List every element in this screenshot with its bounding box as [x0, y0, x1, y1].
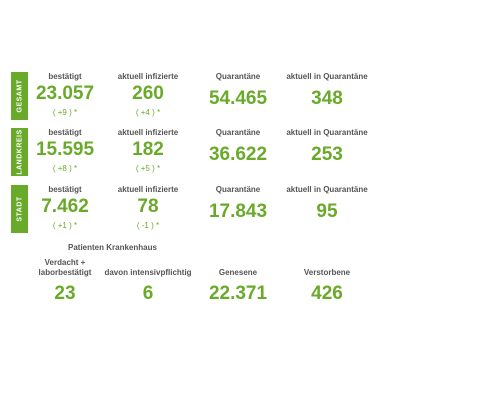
- stat-value: 182: [132, 139, 164, 160]
- stat-value: 6: [142, 283, 154, 304]
- stat-value: 23: [54, 283, 76, 304]
- stat-change: ( +8 ) *: [52, 164, 78, 173]
- stat-label: Verstorbene: [303, 268, 351, 277]
- hospital-title: Patienten Krankenhaus: [68, 243, 157, 252]
- stat-change: ( +9 ) *: [52, 108, 78, 117]
- stat-label: aktuell in Quarantäne: [286, 185, 368, 194]
- stat-value: 23.057: [35, 83, 95, 104]
- section-tab: LANDKREIS: [11, 128, 28, 176]
- stat-label: aktuell in Quarantäne: [286, 72, 368, 81]
- stat-value: 17.843: [208, 201, 268, 222]
- stat-value: 260: [132, 83, 164, 104]
- stat-label: bestätigt: [48, 185, 82, 194]
- stat-label: laborbestätigt: [38, 268, 92, 277]
- stat-label: Quarantäne: [215, 185, 261, 194]
- stat-value: 95: [316, 201, 338, 222]
- stat-value: 78: [137, 196, 159, 217]
- stat-value: 7.462: [41, 196, 89, 217]
- stat-change: ( +5 ) *: [135, 164, 161, 173]
- section-tab: STADT: [11, 185, 28, 233]
- stat-value: 36.622: [208, 144, 268, 165]
- stat-value: 22.371: [208, 283, 268, 304]
- stat-value: 15.595: [35, 139, 95, 160]
- stat-label: Genesene: [218, 268, 258, 277]
- stat-label: aktuell infizierte: [117, 72, 179, 81]
- stat-label: aktuell infizierte: [117, 185, 179, 194]
- stat-change: ( +1 ) *: [52, 221, 78, 230]
- stat-value: 426: [311, 283, 343, 304]
- stat-label: aktuell infizierte: [117, 128, 179, 137]
- section-tab: GESAMT: [11, 72, 28, 120]
- stat-value: 348: [311, 88, 343, 109]
- stat-label: aktuell in Quarantäne: [286, 128, 368, 137]
- stat-label: bestätigt: [48, 128, 82, 137]
- stat-change: ( -1 ) *: [136, 221, 160, 230]
- stat-label: Quarantäne: [215, 72, 261, 81]
- stat-label: Quarantäne: [215, 128, 261, 137]
- stat-change: ( +4 ) *: [135, 108, 161, 117]
- stat-label: bestätigt: [48, 72, 82, 81]
- stat-label: davon intensivpflichtig: [104, 268, 192, 277]
- stat-value: 54.465: [208, 88, 268, 109]
- stat-label: Verdacht +: [44, 258, 86, 267]
- stat-value: 253: [311, 144, 343, 165]
